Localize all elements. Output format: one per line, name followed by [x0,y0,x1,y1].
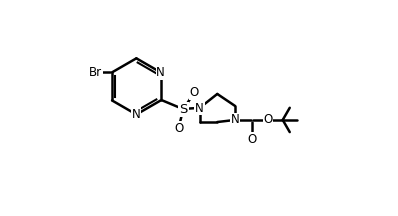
Text: O: O [247,133,256,146]
Text: Br: Br [89,66,102,79]
Text: N: N [132,108,141,121]
Text: S: S [179,103,187,116]
Text: N: N [156,66,165,79]
Text: N: N [230,113,239,126]
Text: N: N [195,102,204,114]
Text: O: O [189,86,199,99]
Text: O: O [174,122,183,135]
Text: O: O [263,113,273,126]
